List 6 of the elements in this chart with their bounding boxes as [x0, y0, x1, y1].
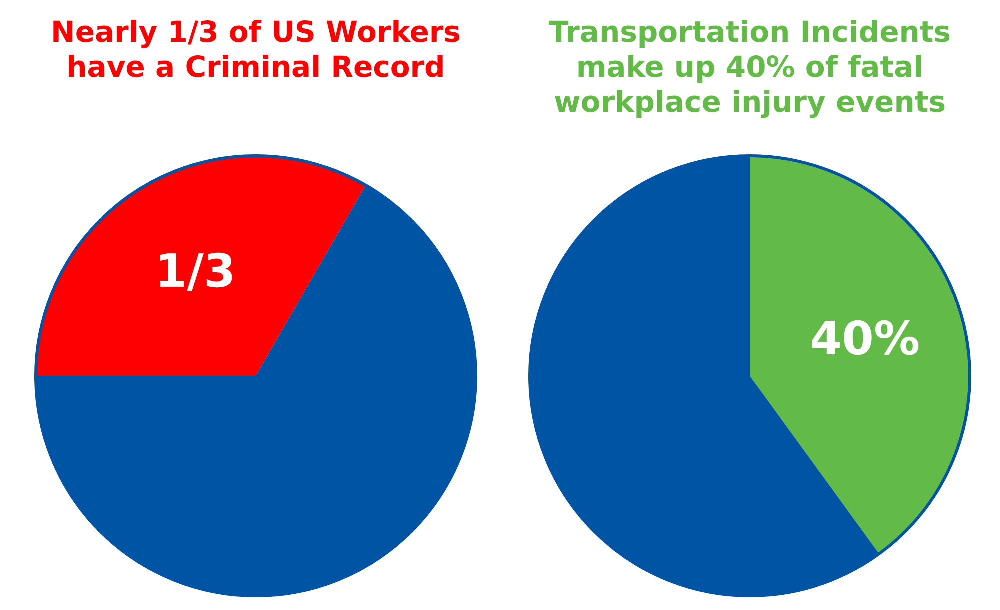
data-label: 1/3: [155, 244, 236, 298]
pie-slice: [36, 156, 366, 376]
pie-slice: [750, 156, 970, 554]
data-label: 40%: [810, 312, 920, 366]
chart-title: Transportation Incidents make up 40% of fatal workplace injury events: [548, 15, 952, 119]
chart-title: Nearly 1/3 of US Workers have a Criminal Record: [51, 15, 461, 84]
